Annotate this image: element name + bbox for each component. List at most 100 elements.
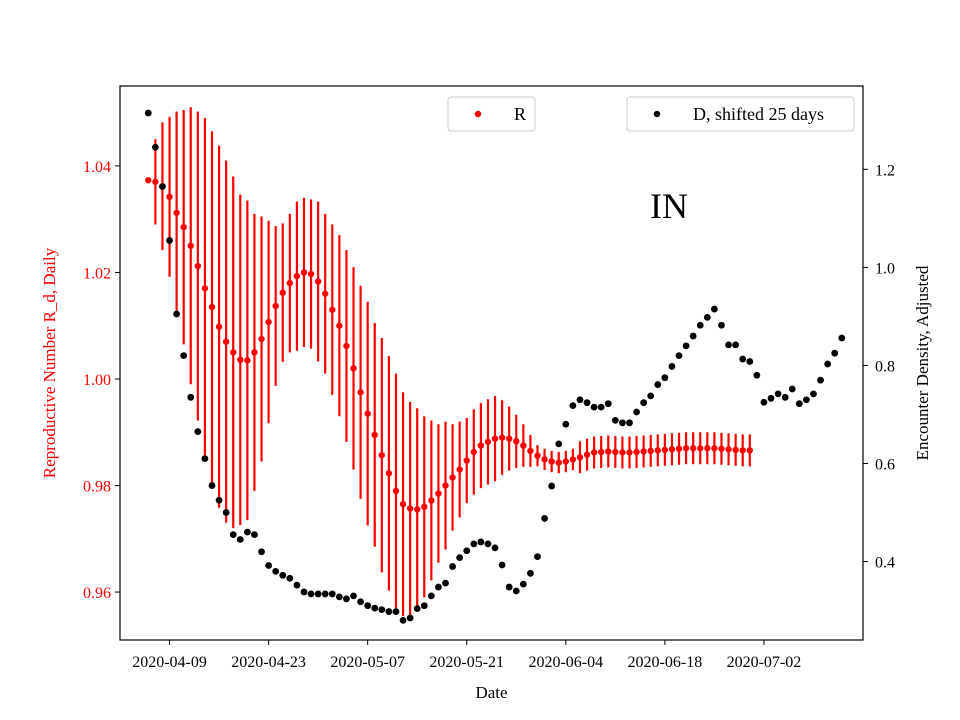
d-point	[498, 561, 506, 569]
d-point	[144, 109, 152, 117]
d-point	[696, 321, 704, 329]
r-point	[484, 438, 492, 446]
r-point	[350, 365, 357, 372]
d-point	[321, 590, 329, 598]
r-point	[456, 466, 463, 473]
r-point	[329, 306, 336, 313]
d-point	[548, 482, 556, 490]
legend-r-marker	[474, 110, 482, 118]
r-point	[739, 447, 746, 454]
d-point	[711, 305, 718, 313]
d-point	[781, 393, 789, 401]
r-point	[491, 435, 499, 442]
r-point	[322, 290, 329, 297]
d-point	[569, 402, 577, 410]
r-point	[435, 490, 442, 497]
r-point	[548, 458, 555, 465]
r-point	[583, 451, 591, 458]
r-point	[527, 447, 534, 455]
r-point	[668, 446, 676, 453]
r-point	[711, 445, 718, 452]
r-point	[145, 177, 152, 184]
d-point	[335, 593, 343, 601]
d-point	[788, 385, 796, 393]
x-tick-label: 2020-05-21	[429, 654, 504, 671]
r-point	[505, 435, 513, 442]
r-point	[725, 446, 732, 453]
r-point	[343, 342, 350, 350]
r-point	[689, 445, 697, 452]
d-point	[619, 419, 626, 427]
d-point	[435, 583, 442, 591]
r-point	[201, 285, 209, 292]
d-series-layer	[144, 109, 846, 624]
y-right-tick-label: 1.2	[875, 162, 895, 179]
x-tick-label: 2020-05-07	[330, 654, 405, 671]
r-point	[166, 193, 173, 200]
y-left-tick-label: 1.02	[83, 265, 111, 282]
d-point	[229, 531, 237, 538]
r-point	[428, 497, 435, 504]
r-point	[449, 474, 456, 481]
d-point	[703, 314, 711, 321]
r-point	[463, 457, 470, 464]
d-point	[541, 515, 548, 522]
d-point	[180, 352, 188, 360]
y-right-tick-label: 0.4	[875, 555, 895, 572]
d-point	[293, 581, 301, 589]
r-point	[293, 272, 301, 280]
r-point	[364, 410, 371, 417]
r-point	[392, 487, 400, 495]
d-point	[682, 342, 690, 350]
d-point	[519, 580, 527, 588]
d-point	[675, 352, 683, 360]
d-point	[732, 341, 740, 349]
d-point	[265, 562, 272, 569]
d-point	[151, 143, 159, 151]
r-point	[208, 303, 216, 311]
r-point	[633, 448, 640, 456]
r-point	[258, 335, 265, 343]
r-point	[555, 459, 562, 466]
state-annotation: IN	[650, 186, 688, 226]
d-point	[576, 396, 584, 404]
d-point	[300, 588, 308, 596]
r-point	[152, 178, 159, 186]
d-point	[774, 390, 782, 398]
r-point	[605, 448, 612, 455]
r-series-layer	[145, 107, 753, 617]
d-point	[491, 544, 499, 552]
r-point	[626, 449, 633, 456]
d-point	[647, 392, 655, 400]
d-point	[562, 420, 570, 428]
d-point	[201, 455, 209, 463]
d-point	[371, 604, 379, 612]
x-tick-label: 2020-06-04	[528, 654, 603, 671]
d-point	[456, 554, 464, 562]
x-tick-label: 2020-06-18	[628, 654, 703, 671]
d-point	[392, 608, 400, 615]
x-axis-ticks: 2020-04-09 2020-04-23 2020-05-07 2020-05-21…	[132, 640, 801, 671]
d-point	[166, 237, 173, 244]
r-point	[336, 322, 343, 329]
legend-d-marker	[653, 110, 661, 118]
d-point	[838, 334, 846, 342]
d-point	[583, 399, 591, 407]
d-point	[413, 605, 421, 613]
r-point	[414, 506, 421, 513]
d-point	[328, 590, 336, 598]
r-point	[272, 302, 279, 310]
r-point	[230, 349, 237, 356]
x-axis-label: Date	[475, 683, 507, 702]
y-left-axis-label: Reproductive Number R_d, Daily	[40, 247, 59, 478]
d-point	[512, 587, 520, 595]
r-point	[718, 445, 725, 452]
y-right-axis-label: Encounter Density, Adjusted	[913, 265, 932, 460]
d-point	[824, 360, 832, 368]
r-point	[194, 262, 202, 270]
r-point	[562, 458, 569, 465]
d-point	[279, 571, 287, 579]
d-point	[604, 400, 612, 408]
d-point	[611, 416, 619, 424]
